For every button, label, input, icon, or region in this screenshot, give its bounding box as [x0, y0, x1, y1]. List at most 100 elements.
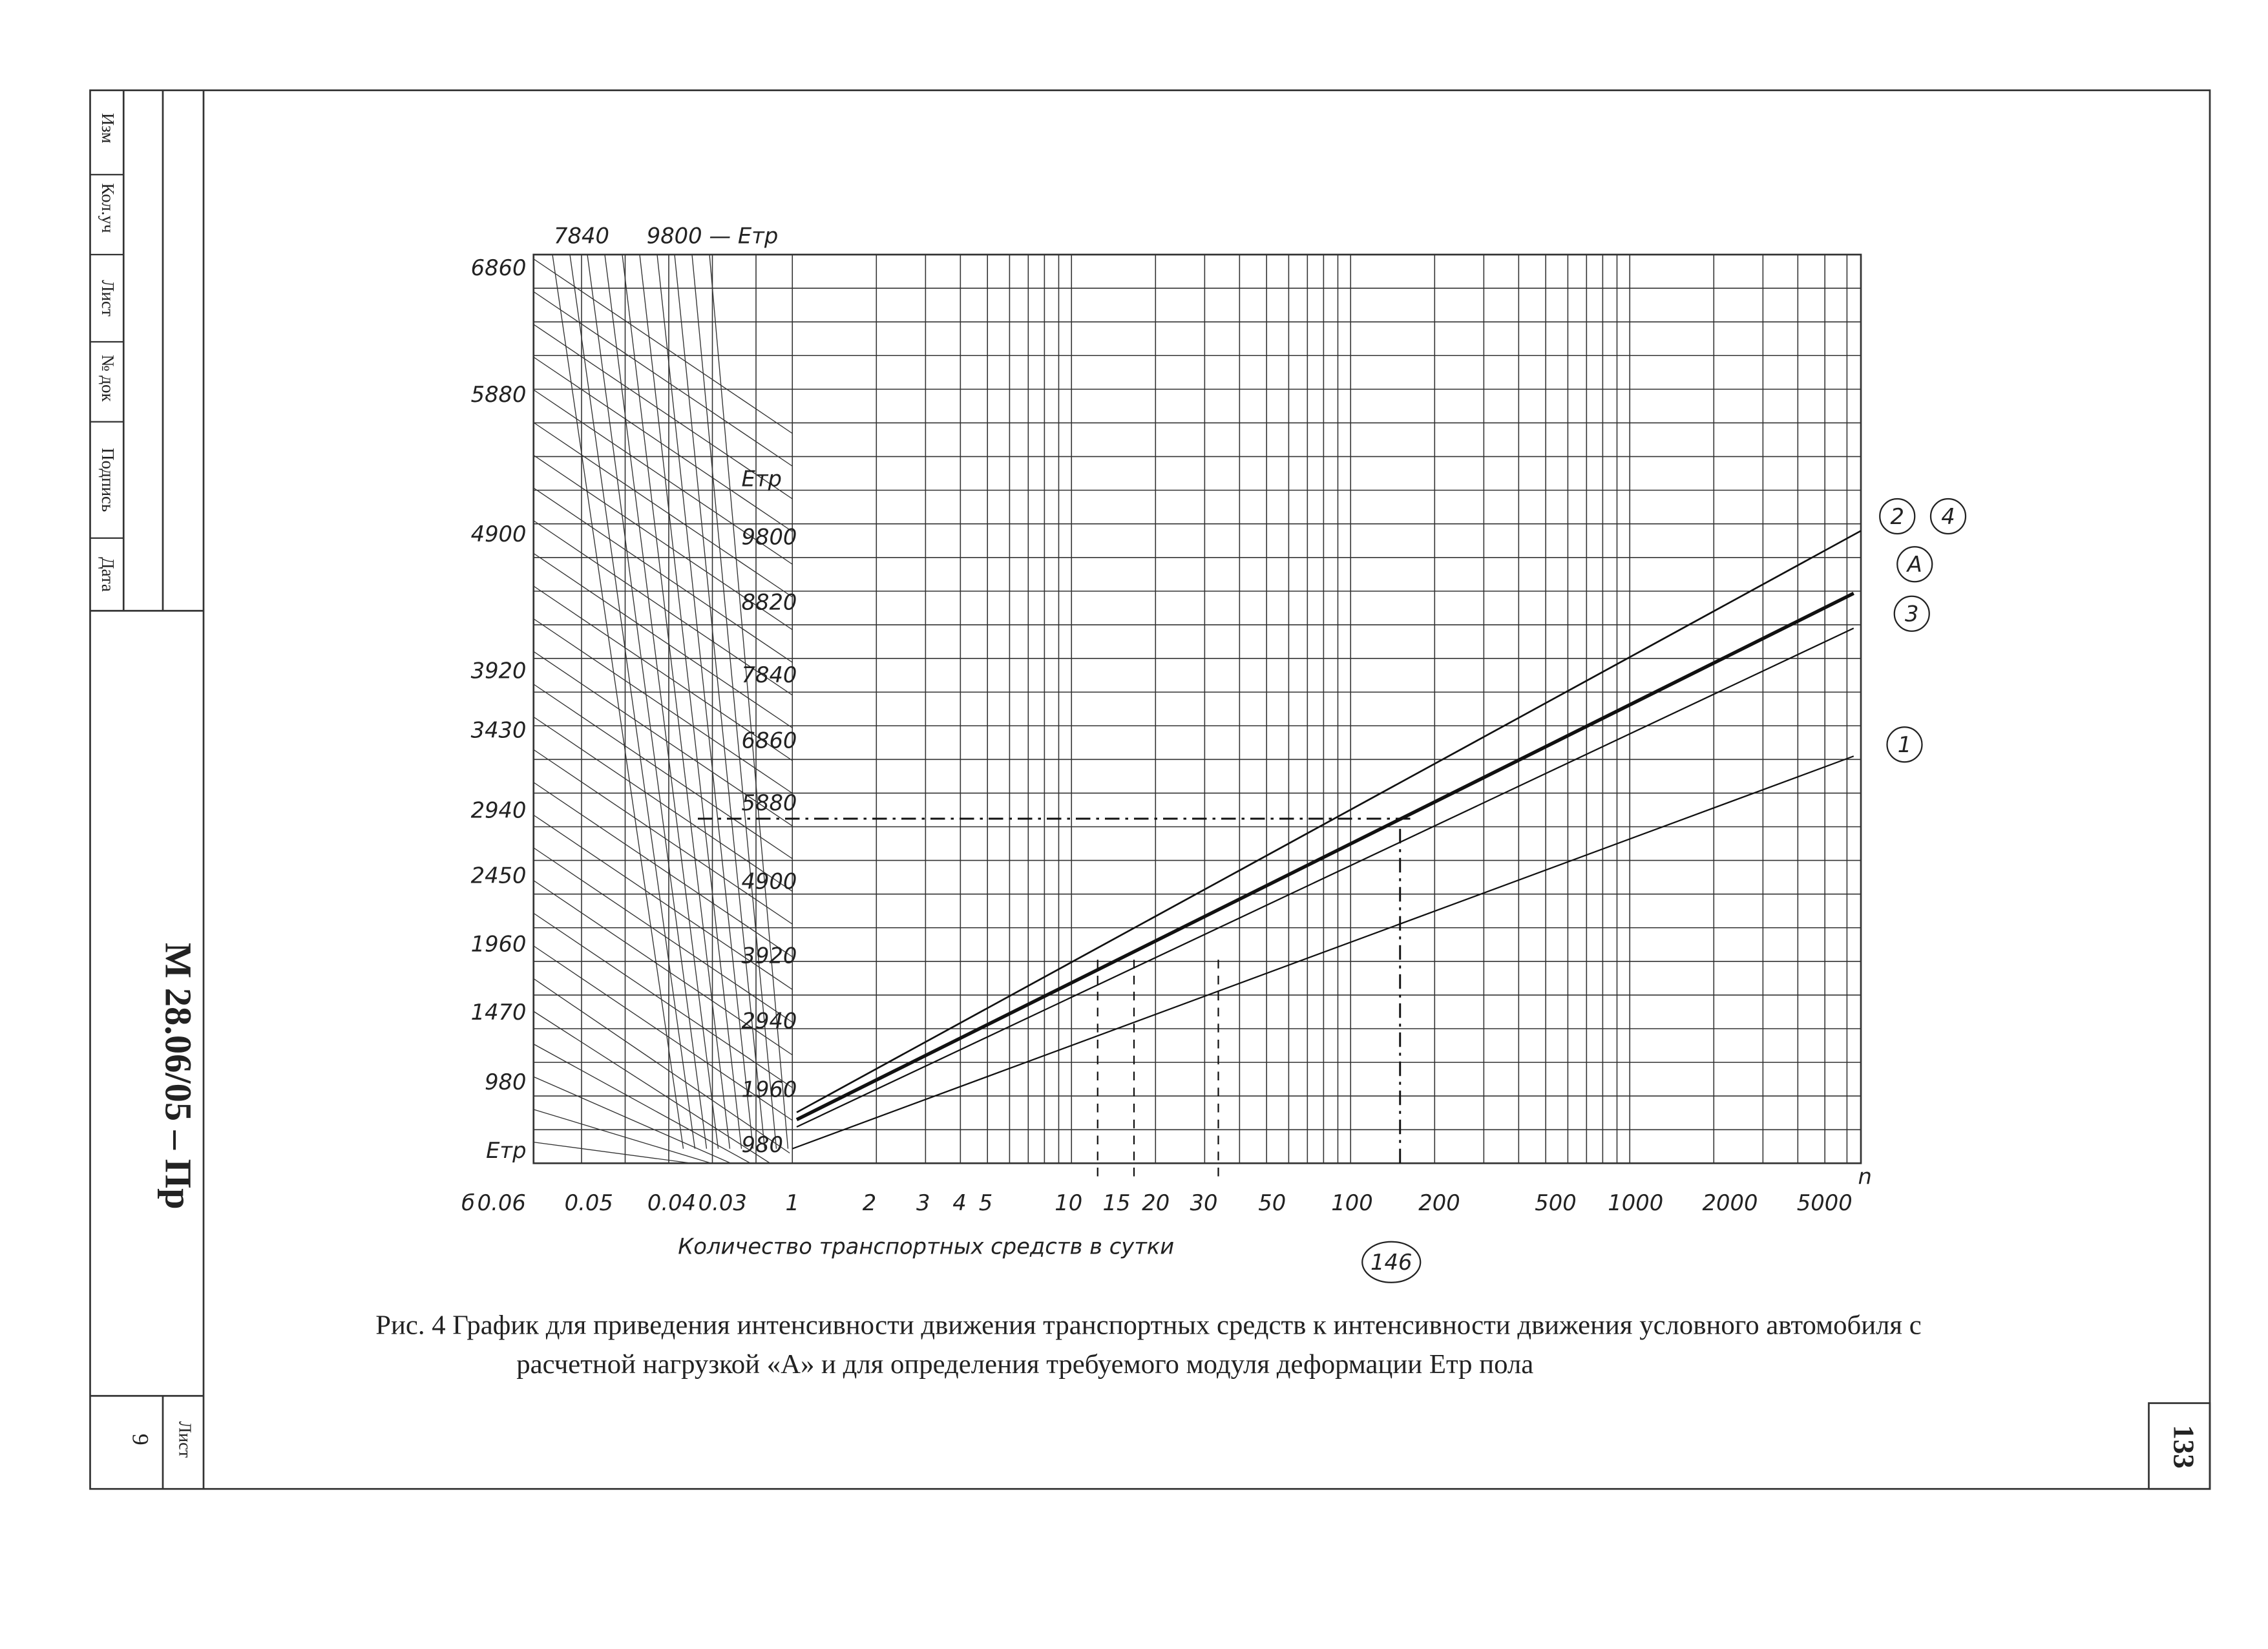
hatch: [533, 324, 793, 499]
hatch: [533, 651, 793, 826]
curve: [796, 627, 1854, 1128]
left-axis-label: 1960: [471, 931, 527, 956]
hatch: [587, 254, 708, 1149]
x-axis-end: n: [1858, 1164, 1872, 1189]
curve-label-circle: [1893, 595, 1930, 632]
hatch: [533, 1044, 751, 1164]
caption-line: Рис. 4 График для приведения интенсивнос…: [375, 1310, 1922, 1340]
caption-line: расчетной нагрузкой «А» и для определени…: [516, 1349, 1533, 1380]
x-label: б: [461, 1190, 475, 1215]
inner-axis-label: 7840: [742, 662, 797, 688]
x-label: 0.03: [698, 1190, 747, 1215]
curve-label-circle: [1929, 498, 1967, 535]
stamp-header: № док: [98, 355, 118, 403]
hatch: [533, 585, 793, 761]
curve-label: 2: [1891, 504, 1904, 529]
hatch: [691, 254, 777, 1149]
inner-axis-label: 980: [742, 1132, 783, 1157]
left-axis-label: 6860: [471, 255, 527, 280]
curve: [795, 591, 1854, 1122]
hatch: [533, 1011, 771, 1164]
x-label: 200: [1418, 1190, 1460, 1215]
hatch: [533, 684, 793, 859]
left-axis-label: 2940: [471, 797, 527, 823]
left-axis-label: 3430: [471, 718, 527, 743]
x-label: 15: [1103, 1190, 1131, 1215]
x-label: 5: [979, 1190, 992, 1215]
inner-axis-label: 6860: [742, 728, 797, 753]
hatch: [533, 945, 793, 1121]
x-label: 3: [916, 1190, 930, 1215]
stamp-header: Лист: [98, 280, 118, 317]
inner-axis-label: Eтр: [742, 466, 782, 491]
hatch: [533, 1076, 731, 1164]
x-label: 1: [786, 1190, 799, 1215]
x-label: 4: [952, 1190, 966, 1215]
hatch: [533, 454, 793, 631]
hatch: [533, 291, 793, 467]
hatch: [533, 1141, 692, 1164]
stamp-header: Подпись: [98, 448, 118, 512]
curve-label: А: [1906, 552, 1922, 577]
hatching: [533, 254, 793, 1164]
hatch: [639, 254, 742, 1149]
curve-label-circle: [1896, 546, 1933, 583]
inner-axis-label: 9800: [742, 524, 797, 549]
top-label: 9800 — Eтр: [647, 224, 779, 249]
hatch: [533, 814, 793, 990]
hatch: [533, 782, 793, 958]
curve-label: 1: [1898, 732, 1911, 757]
sheet-number: 9: [127, 1434, 153, 1445]
marker: 146: [1370, 1250, 1412, 1275]
stamp-header: Кол.уч: [98, 183, 118, 233]
hatch: [533, 357, 793, 532]
page-number: 133: [2168, 1425, 2200, 1469]
curve: [796, 530, 1862, 1113]
x-label: 5000: [1797, 1190, 1853, 1215]
hatch: [533, 258, 793, 434]
x-axis-title: Количество транспортных средств в сутки: [678, 1234, 1174, 1259]
left-axis-label: Eтр: [486, 1138, 526, 1163]
left-axis-label: 1470: [471, 1000, 527, 1025]
curve-label-circle: [1879, 498, 1916, 535]
curve-label: 3: [1905, 602, 1918, 627]
hatch: [533, 422, 793, 598]
inner-axis-label: 5880: [742, 790, 797, 815]
inner-axis-label: 4900: [742, 869, 797, 894]
hatch: [709, 254, 789, 1149]
x-label: 20: [1142, 1190, 1170, 1215]
left-axis-label: 980: [485, 1069, 526, 1095]
hatch: [533, 978, 790, 1154]
x-label: 0.04: [647, 1190, 696, 1215]
curve-label: 4: [1941, 504, 1955, 529]
hatch: [533, 552, 793, 728]
hatch: [533, 912, 793, 1088]
inner-axis-label: 2940: [742, 1009, 797, 1034]
x-label: 30: [1190, 1190, 1218, 1215]
x-label: 500: [1535, 1190, 1576, 1215]
x-label: 100: [1331, 1190, 1372, 1215]
sheet-label: Лист: [175, 1421, 194, 1458]
grid: [533, 254, 1861, 1164]
hatch: [533, 487, 793, 663]
hatch: [569, 254, 696, 1149]
left-axis-label: 4900: [471, 521, 527, 547]
left-axis-label: 3920: [471, 658, 527, 683]
hatch: [604, 254, 719, 1149]
inner-axis-label: 1960: [742, 1077, 797, 1102]
x-label: 2000: [1703, 1190, 1758, 1215]
x-label: 10: [1055, 1190, 1082, 1215]
document-code: М 28.06/05 – Пр: [158, 943, 200, 1210]
hatch: [674, 254, 766, 1149]
top-label: 7840: [554, 224, 609, 249]
inner-axis-label: 8820: [742, 590, 797, 615]
x-label: 0.06: [478, 1190, 526, 1215]
hatch: [533, 1109, 711, 1164]
hatch: [533, 749, 793, 925]
hatch: [552, 254, 684, 1149]
x-label: 2: [863, 1190, 876, 1215]
left-axis-label: 5880: [471, 382, 527, 407]
hatch: [533, 880, 793, 1056]
left-axis-label: 2450: [471, 863, 527, 888]
